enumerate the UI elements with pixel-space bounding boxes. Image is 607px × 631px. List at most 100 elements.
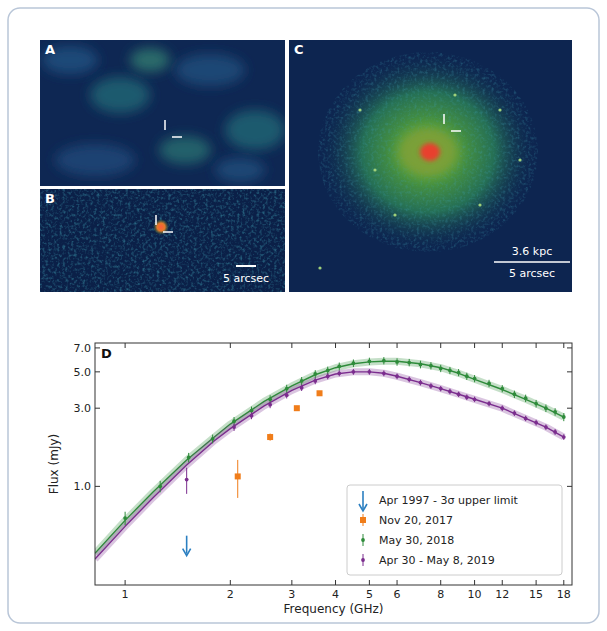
data-point bbox=[419, 381, 423, 385]
image-bg bbox=[289, 40, 572, 292]
y-tick bbox=[567, 408, 572, 409]
star bbox=[518, 158, 521, 161]
data-point bbox=[317, 390, 323, 396]
data-point bbox=[465, 374, 469, 378]
x-tick bbox=[291, 343, 292, 348]
x-tick-label: 12 bbox=[495, 588, 509, 601]
legend: Apr 1997 - 3σ upper limit Nov 20, 2017 May… bbox=[347, 485, 562, 575]
data-point bbox=[429, 384, 433, 388]
data-point bbox=[158, 484, 162, 488]
arrow-shaft bbox=[186, 536, 188, 554]
x-tick-label: 2 bbox=[227, 588, 234, 601]
marker-tick bbox=[451, 130, 461, 132]
data-point bbox=[185, 478, 189, 482]
legend-label: Apr 1997 - 3σ upper limit bbox=[379, 494, 519, 507]
arrow-shaft bbox=[362, 491, 364, 509]
data-point bbox=[326, 369, 330, 373]
plot-bg bbox=[95, 343, 572, 585]
data-point bbox=[250, 414, 254, 418]
x-tick bbox=[536, 343, 537, 348]
data-point bbox=[211, 437, 215, 441]
data-point bbox=[429, 364, 433, 368]
legend-label: May 30, 2018 bbox=[379, 534, 454, 547]
y-tick bbox=[567, 486, 572, 487]
data-point bbox=[553, 410, 557, 414]
marker-tick bbox=[155, 215, 157, 225]
data-point bbox=[553, 430, 557, 434]
data-point bbox=[382, 371, 386, 375]
panel-label: A bbox=[45, 42, 55, 57]
y-axis-title: Flux (mJy) bbox=[47, 434, 61, 494]
marker-tick bbox=[443, 114, 445, 124]
x-tick-label: 6 bbox=[394, 588, 401, 601]
marker-tick bbox=[163, 231, 173, 233]
x-tick bbox=[536, 580, 537, 585]
x-tick bbox=[397, 343, 398, 348]
x-tick-label: 10 bbox=[468, 588, 482, 601]
star bbox=[453, 93, 456, 96]
legend-marker bbox=[361, 558, 365, 562]
y-tick-label: 3.0 bbox=[74, 402, 92, 415]
data-point bbox=[500, 387, 504, 391]
legend-label: Nov 20, 2017 bbox=[379, 514, 453, 527]
data-point bbox=[419, 363, 423, 367]
data-point bbox=[250, 409, 254, 413]
image-blob bbox=[130, 48, 170, 72]
image-blob bbox=[90, 77, 150, 113]
image-blob bbox=[225, 110, 285, 150]
x-tick bbox=[563, 580, 564, 585]
image-bg bbox=[40, 189, 285, 292]
image-noise bbox=[40, 189, 285, 292]
x-tick bbox=[230, 580, 231, 585]
data-point bbox=[351, 370, 355, 374]
arrow-head bbox=[183, 549, 191, 556]
x-tick bbox=[474, 343, 475, 348]
scale-label: 3.6 kpc bbox=[512, 245, 552, 258]
x-tick-label: 15 bbox=[529, 588, 543, 601]
data-point bbox=[562, 435, 566, 439]
data-point bbox=[351, 361, 355, 365]
x-tick bbox=[502, 580, 503, 585]
x-axis-title: Frequency (GHz) bbox=[284, 602, 384, 616]
panel-c bbox=[289, 40, 572, 292]
x-tick-label: 5 bbox=[366, 588, 373, 601]
panel-label: C bbox=[294, 42, 304, 57]
image-bg bbox=[40, 40, 285, 186]
galaxy-halo bbox=[318, 52, 538, 252]
data-point bbox=[524, 416, 528, 420]
y-tick bbox=[95, 347, 100, 348]
legend-box bbox=[347, 485, 562, 575]
scale-label: 5 arcsec bbox=[509, 267, 555, 280]
data-point bbox=[395, 374, 399, 378]
galaxy-texture bbox=[318, 52, 538, 252]
data-point bbox=[448, 369, 452, 373]
y-tick-label: 7.0 bbox=[74, 342, 92, 355]
x-tick-label: 8 bbox=[437, 588, 444, 601]
x-tick bbox=[335, 343, 336, 348]
legend-marker bbox=[360, 517, 366, 523]
x-tick-label: 3 bbox=[288, 588, 295, 601]
x-tick bbox=[291, 580, 292, 585]
data-point bbox=[513, 392, 517, 396]
data-point bbox=[123, 516, 127, 520]
y-tick bbox=[567, 347, 572, 348]
x-tick bbox=[369, 580, 370, 585]
data-point bbox=[232, 419, 236, 423]
marker-tick bbox=[172, 136, 182, 138]
x-tick-label: 18 bbox=[557, 588, 571, 601]
x-tick bbox=[502, 343, 503, 348]
data-point bbox=[544, 425, 548, 429]
x-tick bbox=[440, 580, 441, 585]
x-tick bbox=[125, 343, 126, 348]
image-blob bbox=[55, 144, 135, 176]
galaxy-bulge bbox=[398, 128, 458, 176]
star bbox=[393, 213, 396, 216]
legend-label: Apr 30 - May 8, 2019 bbox=[379, 554, 495, 567]
data-point bbox=[457, 392, 461, 396]
plot-frame bbox=[95, 343, 572, 585]
y-tick bbox=[95, 486, 100, 487]
data-point bbox=[407, 377, 411, 381]
scale-bar bbox=[236, 265, 256, 267]
x-tick bbox=[474, 580, 475, 585]
star bbox=[318, 266, 321, 269]
